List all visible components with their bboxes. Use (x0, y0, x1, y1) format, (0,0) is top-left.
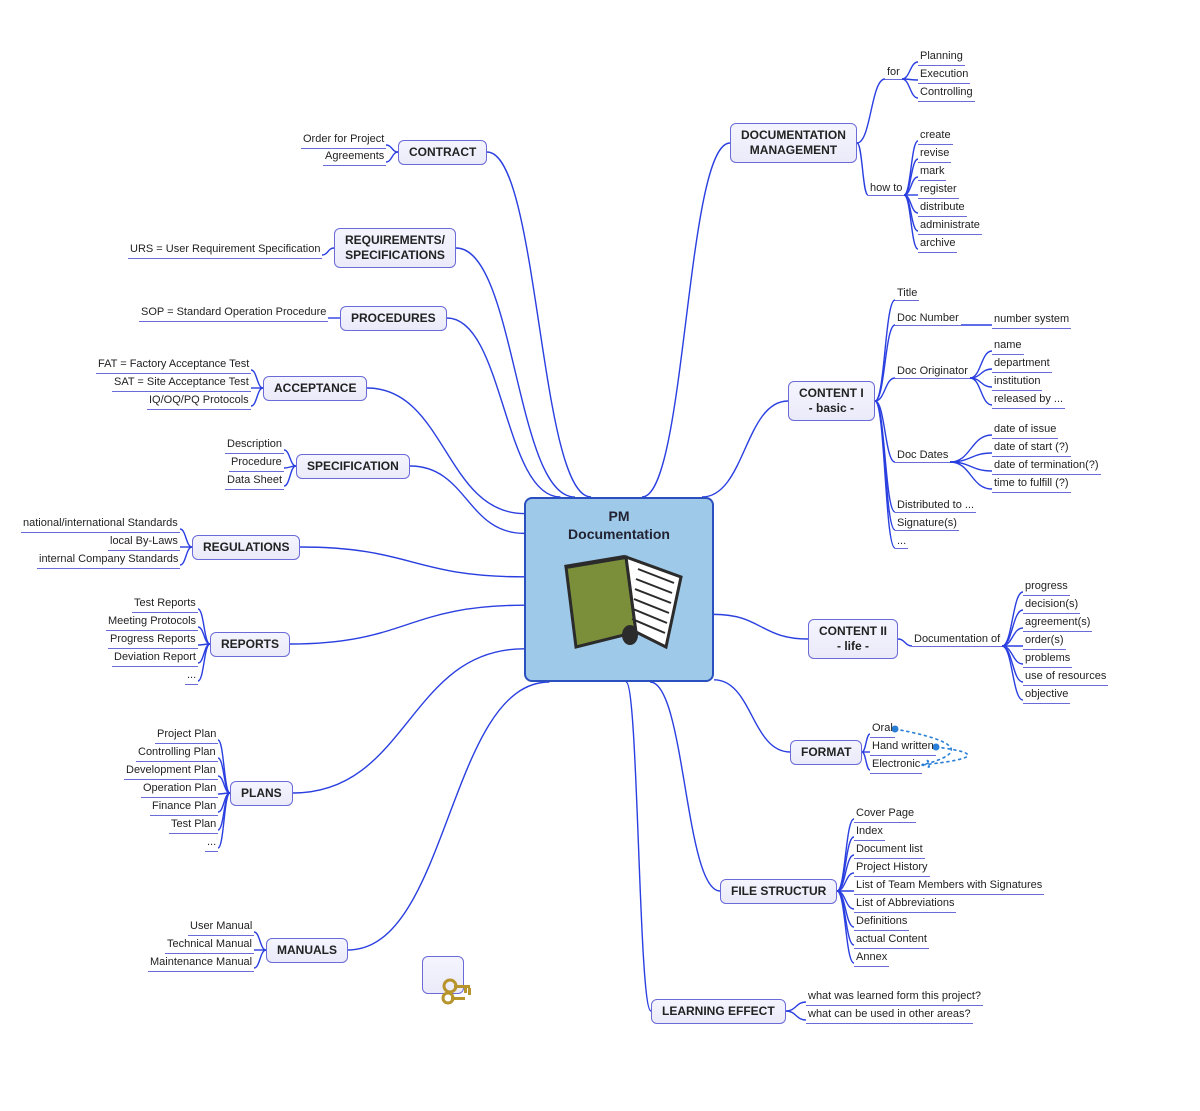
leaf-reports: Progress Reports (108, 632, 198, 649)
leaf-content2: agreement(s) (1023, 615, 1092, 632)
node-manuals: MANUALS (266, 938, 348, 963)
leaf-learning: what can be used in other areas? (806, 1007, 973, 1024)
node-format: FORMAT (790, 740, 862, 765)
leaf-content2: progress (1023, 579, 1070, 596)
sublabel-c1-title: Title (895, 287, 919, 301)
leaf-contract: Agreements (323, 149, 386, 166)
leaf-doc-mgmt: archive (918, 236, 957, 253)
sublabel-c1-docnum: Doc Number (895, 312, 961, 326)
leaf-content1: name (992, 338, 1024, 355)
leaf-requirements: URS = User Requirement Specification (128, 242, 322, 259)
leaf-file-structur: Project History (854, 860, 930, 877)
sublabel-c2-docof: Documentation of (912, 633, 1002, 647)
sublabel-dm-for: for (885, 66, 902, 80)
leaf-plans: Operation Plan (141, 781, 218, 798)
leaf-content2: problems (1023, 651, 1072, 668)
leaf-file-structur: Annex (854, 950, 889, 967)
leaf-content1: time to fulfill (?) (992, 476, 1071, 493)
leaf-file-structur: Definitions (854, 914, 909, 931)
leaf-regulations: national/international Standards (21, 516, 180, 533)
leaf-content1: department (992, 356, 1052, 373)
leaf-reports: Deviation Report (112, 650, 198, 667)
leaf-doc-mgmt: Execution (918, 67, 970, 84)
leaf-plans: Finance Plan (150, 799, 218, 816)
sublabel-c1-sig: Signature(s) (895, 517, 959, 531)
sublabel-c1-etc: ... (895, 535, 908, 549)
leaf-format-electronic: Electronic (870, 757, 922, 774)
sublabel-c1-dates: Doc Dates (895, 449, 950, 463)
node-content2: CONTENT II - life - (808, 619, 898, 659)
leaf-doc-mgmt: create (918, 128, 953, 145)
leaf-regulations: local By-Laws (108, 534, 180, 551)
leaf-file-structur: Index (854, 824, 885, 841)
leaf-acceptance: FAT = Factory Acceptance Test (96, 357, 251, 374)
central-title-line2: Documentation (568, 526, 670, 542)
leaf-plans: ... (205, 835, 218, 852)
leaf-content2: decision(s) (1023, 597, 1080, 614)
node-regulations: REGULATIONS (192, 535, 300, 560)
leaf-format-oral: Oral (870, 721, 895, 738)
leaf-content2: objective (1023, 687, 1070, 704)
central-node: PM Documentation (524, 497, 714, 682)
leaf-plans: Project Plan (155, 727, 218, 744)
leaf-doc-mgmt: distribute (918, 200, 967, 217)
leaf-doc-mgmt: Planning (918, 49, 965, 66)
leaf-plans: Controlling Plan (136, 745, 218, 762)
leaf-plans: Development Plan (124, 763, 218, 780)
sublabel-dm-howto: how to (868, 182, 904, 196)
leaf-manuals: Technical Manual (165, 937, 254, 954)
leaf-content1: number system (992, 312, 1071, 329)
node-reports: REPORTS (210, 632, 290, 657)
node-requirements: REQUIREMENTS/ SPECIFICATIONS (334, 228, 456, 268)
leaf-format-handwritten: Hand written (870, 739, 936, 756)
node-contract: CONTRACT (398, 140, 487, 165)
leaf-content1: date of termination(?) (992, 458, 1101, 475)
leaf-doc-mgmt: mark (918, 164, 946, 181)
leaf-content2: use of resources (1023, 669, 1108, 686)
node-learning: LEARNING EFFECT (651, 999, 786, 1024)
leaf-doc-mgmt: administrate (918, 218, 982, 235)
leaf-manuals: Maintenance Manual (148, 955, 254, 972)
node-acceptance: ACCEPTANCE (263, 376, 367, 401)
leaf-content1: released by ... (992, 392, 1065, 409)
central-book-icon (546, 547, 696, 667)
leaf-procedures: SOP = Standard Operation Procedure (139, 305, 328, 322)
node-plans: PLANS (230, 781, 293, 806)
leaf-content1: institution (992, 374, 1042, 391)
leaf-manuals: User Manual (188, 919, 254, 936)
node-file-structur: FILE STRUCTUR (720, 879, 837, 904)
node-content1: CONTENT I - basic - (788, 381, 875, 421)
leaf-specification: Data Sheet (225, 473, 284, 490)
leaf-content1: date of issue (992, 422, 1058, 439)
leaf-contract: Order for Project (301, 132, 386, 149)
leaf-doc-mgmt: revise (918, 146, 951, 163)
leaf-content1: date of start (?) (992, 440, 1071, 457)
leaf-acceptance: SAT = Site Acceptance Test (112, 375, 251, 392)
central-title-line1: PM (609, 508, 630, 524)
leaf-file-structur: Document list (854, 842, 925, 859)
leaf-specification: Description (225, 437, 284, 454)
leaf-file-structur: List of Team Members with Signatures (854, 878, 1044, 895)
leaf-regulations: internal Company Standards (37, 552, 180, 569)
key-icon-decor (422, 956, 464, 994)
leaf-file-structur: Cover Page (854, 806, 916, 823)
leaf-doc-mgmt: Controlling (918, 85, 975, 102)
node-specification: SPECIFICATION (296, 454, 410, 479)
leaf-reports: ... (185, 668, 198, 685)
leaf-plans: Test Plan (169, 817, 218, 834)
sublabel-c1-dist: Distributed to ... (895, 499, 976, 513)
leaf-acceptance: IQ/OQ/PQ Protocols (147, 393, 251, 410)
leaf-content2: order(s) (1023, 633, 1066, 650)
node-doc-mgmt: DOCUMENTATION MANAGEMENT (730, 123, 857, 163)
sublabel-c1-orig: Doc Originator (895, 365, 970, 379)
leaf-file-structur: actual Content (854, 932, 929, 949)
leaf-reports: Meeting Protocols (106, 614, 198, 631)
leaf-specification: Procedure (229, 455, 284, 472)
leaf-learning: what was learned form this project? (806, 989, 983, 1006)
leaf-file-structur: List of Abbreviations (854, 896, 956, 913)
node-procedures: PROCEDURES (340, 306, 447, 331)
leaf-reports: Test Reports (132, 596, 198, 613)
mindmap-stage: PM Documentation CONTRACT Order for Proje… (0, 0, 1200, 1111)
leaf-doc-mgmt: register (918, 182, 959, 199)
